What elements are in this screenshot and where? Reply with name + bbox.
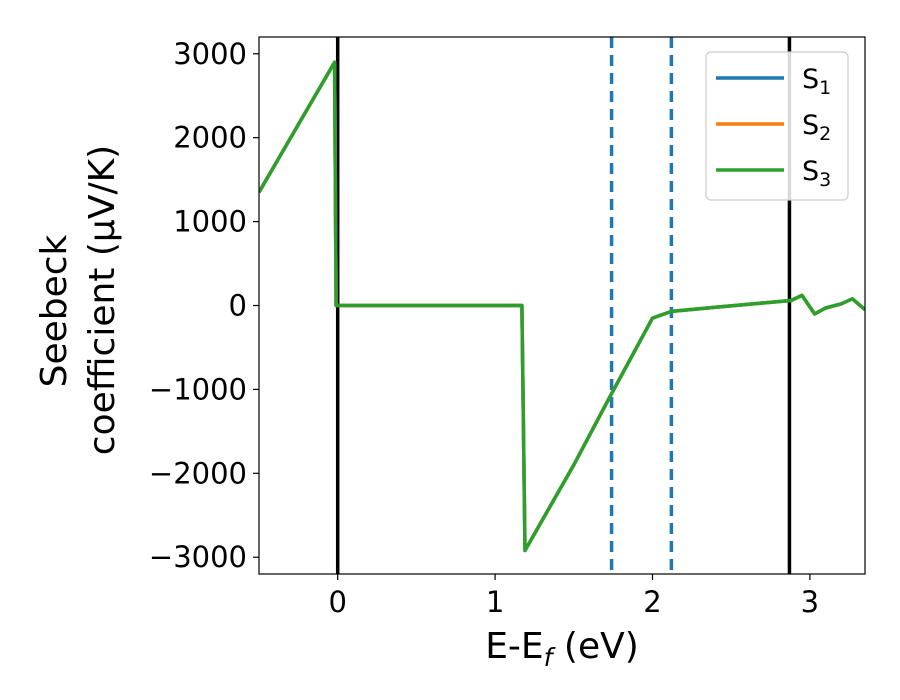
legend-label-1: S1 — [802, 64, 831, 99]
axis-ticks: 0 1 2 3 3000 2000 1000 0 −1000 −2000 −3000 — [149, 37, 819, 619]
y-tick-label: −3000 — [149, 540, 247, 574]
x-tick-label: 0 — [328, 585, 346, 619]
y-axis-label-line2: coefficient (μV/K) — [82, 145, 123, 455]
y-tick-label: 1000 — [173, 205, 247, 239]
x-axis-label: E-Ef (eV) — [485, 626, 639, 672]
x-tick-label: 3 — [801, 585, 819, 619]
x-tick-label: 2 — [643, 585, 661, 619]
x-tick-label: 1 — [486, 585, 504, 619]
y-tick-label: 3000 — [173, 37, 247, 71]
y-tick-label: 2000 — [173, 121, 247, 155]
y-tick-label: 0 — [229, 289, 247, 323]
y-axis-label-line1: Seebeck — [34, 234, 75, 387]
legend-label-2: S2 — [802, 110, 831, 145]
legend-box — [705, 51, 849, 201]
legend: S1 S2 S3 — [705, 51, 849, 201]
y-tick-label: −1000 — [149, 372, 247, 406]
y-tick-label: −2000 — [149, 456, 247, 490]
series-line-3 — [259, 60, 865, 553]
legend-label-3: S3 — [802, 156, 831, 191]
